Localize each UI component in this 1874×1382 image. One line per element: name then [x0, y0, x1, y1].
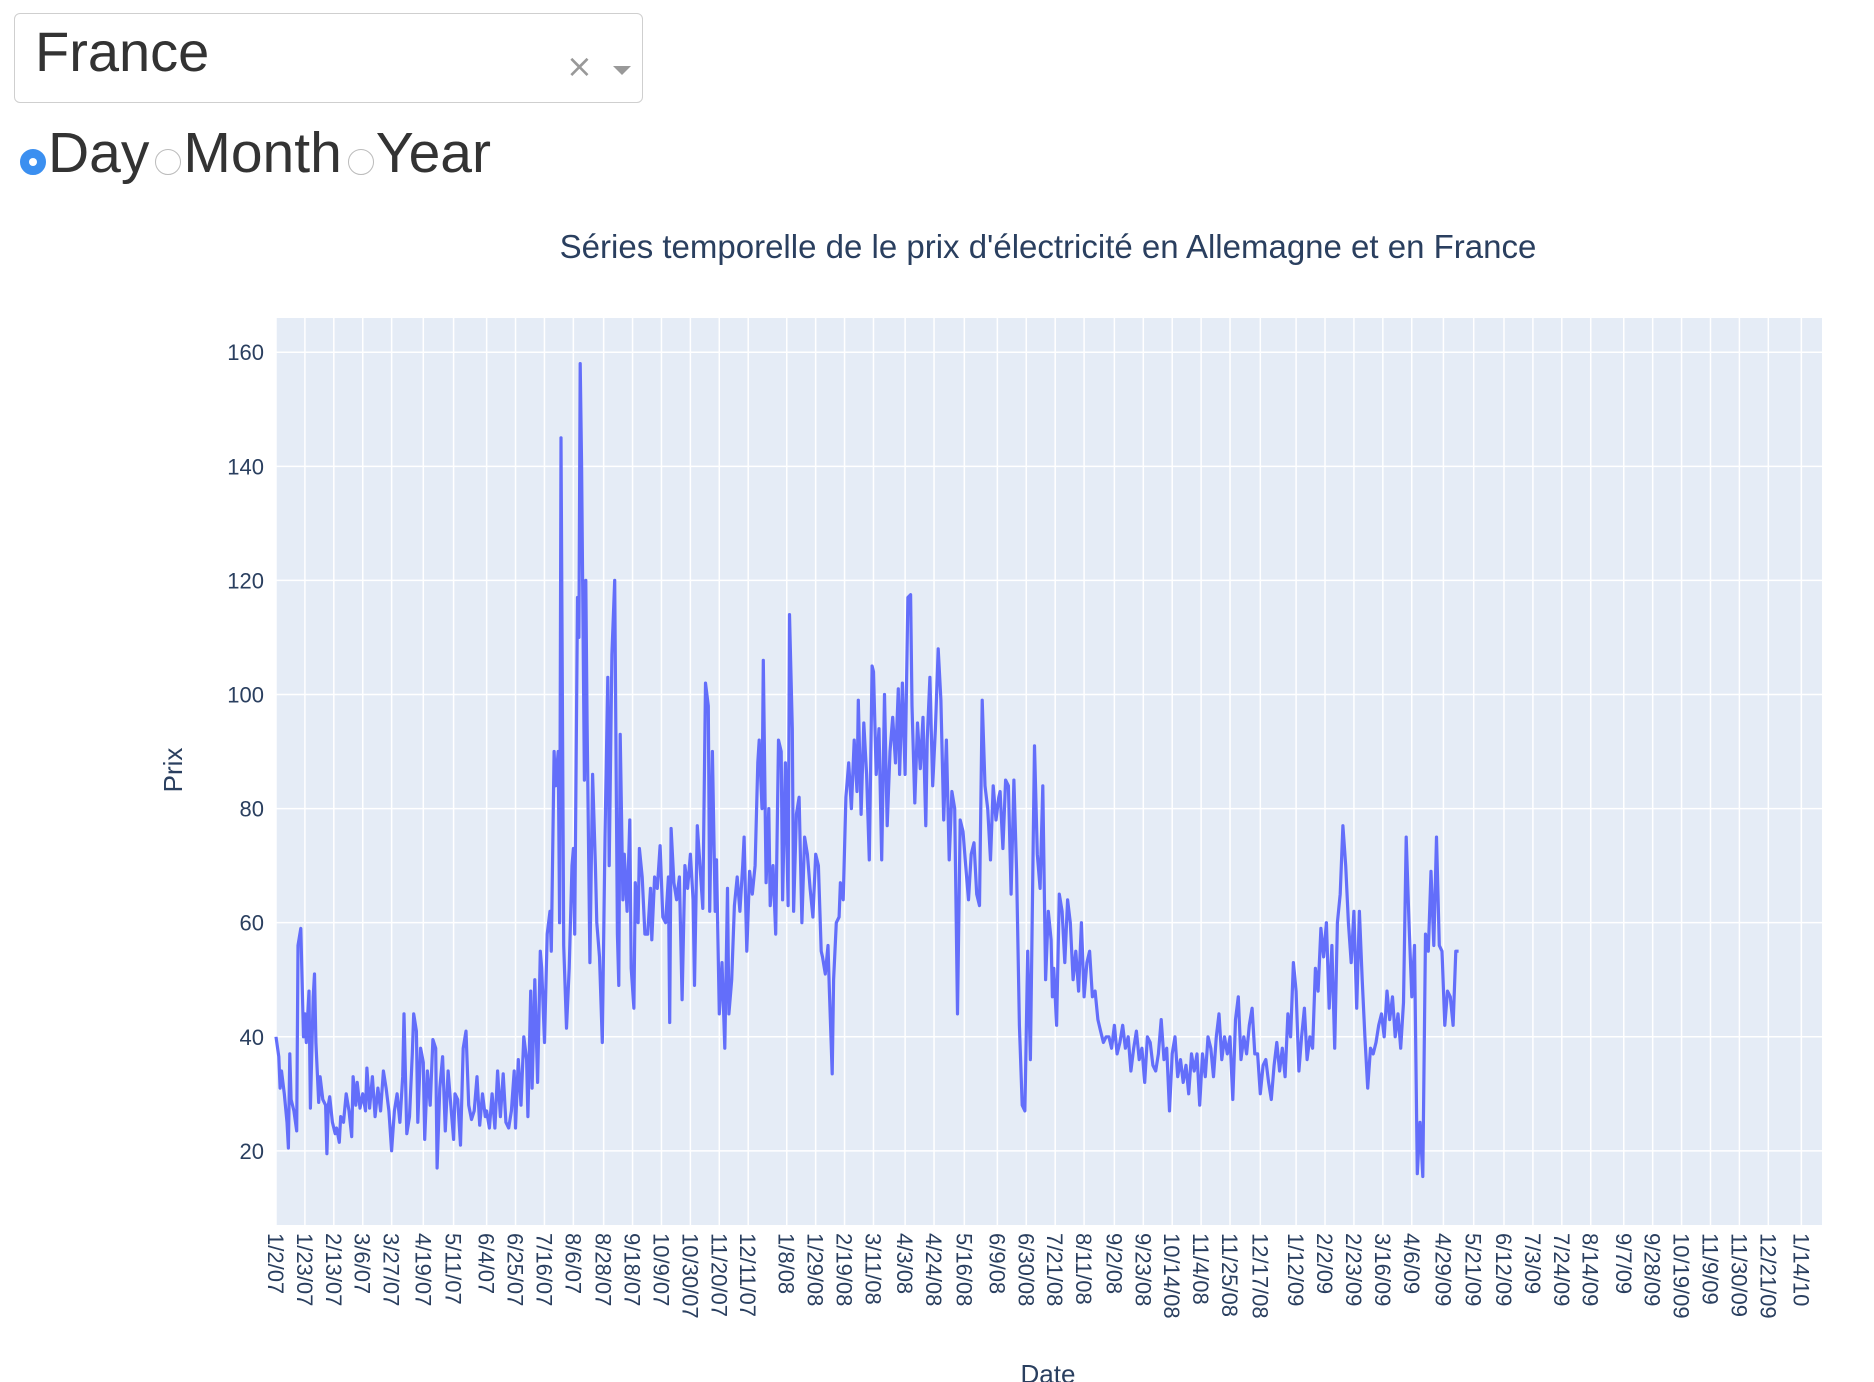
- y-axis-ticks: 20 40 60 80 100 120 140 160: [227, 340, 264, 1164]
- x-tick-label: 10/19/09: [1669, 1233, 1694, 1319]
- x-tick-label: 4/3/08: [892, 1233, 917, 1294]
- radio-day-label: Day: [48, 120, 150, 185]
- x-tick-label: 6/12/09: [1491, 1233, 1516, 1306]
- y-tick-label: 40: [240, 1025, 264, 1050]
- x-tick-label: 9/2/08: [1101, 1233, 1126, 1294]
- x-tick-label: 9/28/09: [1640, 1233, 1665, 1306]
- x-tick-label: 7/3/09: [1520, 1233, 1545, 1294]
- x-tick-label: 8/28/07: [591, 1233, 616, 1306]
- radio-year[interactable]: Year: [347, 120, 491, 185]
- x-tick-label: 1/14/10: [1788, 1233, 1813, 1306]
- chart-title: Séries temporelle de le prix d'électrici…: [560, 228, 1537, 265]
- y-tick-label: 80: [240, 797, 264, 822]
- x-tick-label: 3/6/07: [350, 1233, 375, 1294]
- x-axis-title: Date: [1021, 1359, 1076, 1382]
- dropdown-selected-value: France: [35, 20, 210, 83]
- y-tick-label: 20: [240, 1139, 264, 1164]
- x-tick-label: 10/9/07: [648, 1233, 673, 1306]
- x-tick-label: 12/21/09: [1755, 1233, 1780, 1319]
- y-axis-title: Prix: [158, 748, 188, 793]
- x-tick-label: 7/24/09: [1549, 1233, 1574, 1306]
- x-tick-label: 9/18/07: [620, 1233, 645, 1306]
- x-tick-label: 2/23/09: [1341, 1233, 1366, 1306]
- chevron-down-icon[interactable]: [613, 66, 631, 75]
- y-tick-label: 60: [240, 911, 264, 936]
- x-tick-label: 5/16/08: [951, 1233, 976, 1306]
- x-tick-label: 3/11/08: [860, 1233, 885, 1305]
- x-tick-label: 6/25/07: [503, 1233, 528, 1306]
- x-tick-label: 2/13/07: [321, 1233, 346, 1306]
- radio-year-label: Year: [375, 120, 491, 185]
- x-tick-label: 2/19/08: [832, 1233, 857, 1306]
- x-tick-label: 4/19/07: [410, 1233, 435, 1306]
- radio-day-button[interactable]: [20, 149, 46, 175]
- x-tick-label: 9/7/09: [1611, 1233, 1636, 1294]
- x-tick-label: 8/14/09: [1578, 1233, 1603, 1306]
- y-tick-label: 100: [227, 682, 264, 707]
- x-axis-ticks: 1/2/07 1/23/07 2/13/07 3/6/07 3/27/07 4/19/07…: [263, 1233, 1813, 1319]
- x-tick-label: 1/23/07: [292, 1233, 317, 1306]
- x-tick-label: 7/21/08: [1042, 1233, 1067, 1306]
- x-tick-label: 10/30/07: [677, 1233, 702, 1319]
- x-tick-label: 1/29/08: [803, 1233, 828, 1306]
- x-tick-label: 12/11/07: [735, 1233, 760, 1317]
- x-tick-label: 5/21/09: [1461, 1233, 1486, 1306]
- x-tick-label: 3/27/07: [379, 1233, 404, 1306]
- x-tick-label: 8/11/08: [1071, 1233, 1096, 1305]
- x-tick-label: 4/24/08: [921, 1233, 946, 1306]
- x-tick-label: 1/12/09: [1283, 1233, 1308, 1306]
- x-tick-label: 7/16/07: [531, 1233, 556, 1306]
- country-dropdown[interactable]: France ×: [14, 13, 643, 103]
- x-tick-label: 11/4/08: [1188, 1233, 1213, 1305]
- y-tick-label: 140: [227, 454, 264, 479]
- x-tick-label: 2/2/09: [1312, 1233, 1337, 1294]
- x-tick-label: 11/20/07: [706, 1233, 731, 1317]
- series-line-price: [274, 362, 1459, 1179]
- x-gridlines: [275, 318, 1803, 1225]
- x-tick-label: 10/14/08: [1159, 1233, 1184, 1319]
- radio-month-label: Month: [183, 120, 342, 185]
- y-tick-label: 160: [227, 340, 264, 365]
- x-tick-label: 4/6/09: [1399, 1233, 1424, 1294]
- x-tick-label: 12/17/08: [1247, 1233, 1272, 1319]
- x-tick-label: 1/2/07: [263, 1233, 288, 1294]
- x-tick-label: 11/9/09: [1697, 1233, 1722, 1305]
- x-tick-label: 1/8/08: [774, 1233, 799, 1294]
- x-tick-label: 8/6/07: [560, 1233, 585, 1294]
- radio-year-button[interactable]: [347, 149, 374, 175]
- radio-day[interactable]: Day: [20, 120, 150, 185]
- x-tick-label: 11/25/08: [1217, 1233, 1242, 1317]
- period-radio-group: Day Month Year: [20, 118, 491, 188]
- x-tick-label: 4/29/09: [1430, 1233, 1455, 1306]
- clear-icon[interactable]: ×: [566, 47, 593, 85]
- x-tick-label: 6/4/07: [474, 1233, 499, 1294]
- x-tick-label: 11/30/09: [1726, 1233, 1751, 1317]
- x-tick-label: 3/16/09: [1370, 1233, 1395, 1306]
- x-tick-label: 6/9/08: [984, 1233, 1009, 1294]
- x-tick-label: 5/11/07: [441, 1233, 466, 1305]
- x-tick-label: 9/23/08: [1130, 1233, 1155, 1306]
- radio-month-button[interactable]: [155, 149, 182, 175]
- y-tick-label: 120: [227, 568, 264, 593]
- x-tick-label: 6/30/08: [1013, 1233, 1038, 1306]
- radio-month[interactable]: Month: [155, 120, 342, 185]
